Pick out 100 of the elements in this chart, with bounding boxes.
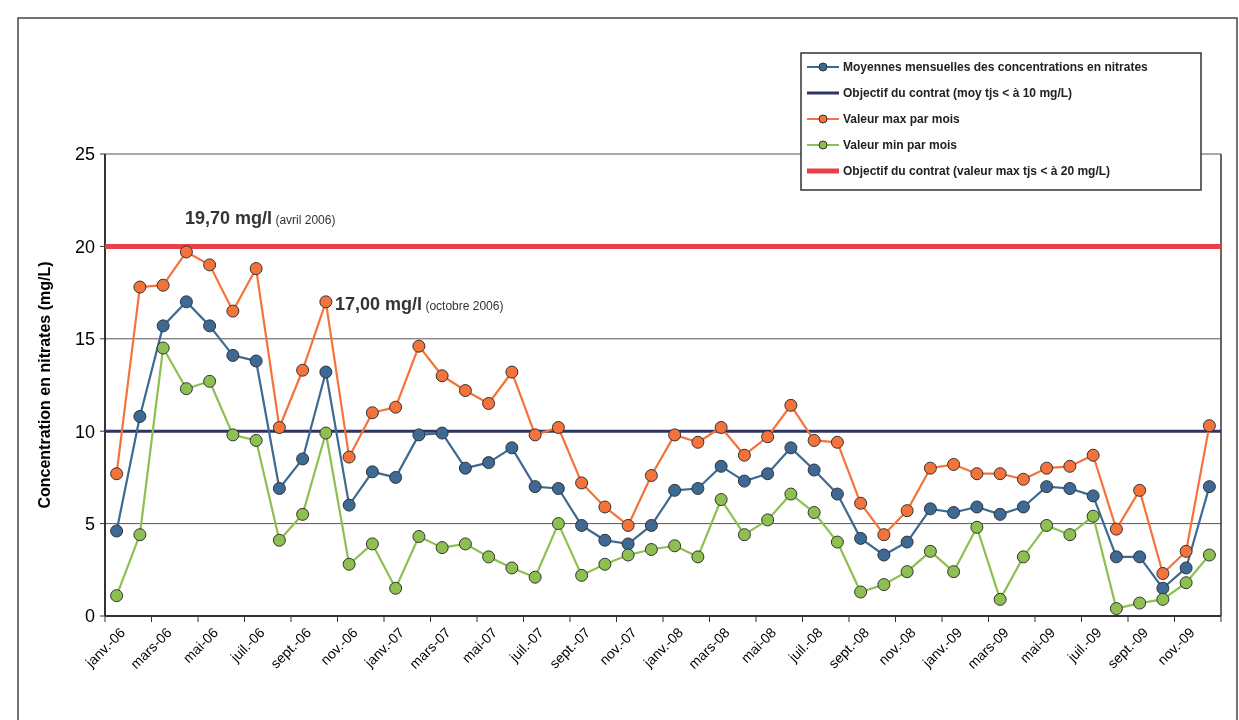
point	[319, 295, 333, 309]
point	[249, 433, 263, 447]
point	[1156, 581, 1170, 595]
point	[1133, 550, 1147, 564]
point	[1202, 548, 1216, 562]
point	[249, 354, 263, 368]
point	[551, 421, 565, 434]
point	[342, 450, 356, 464]
point	[807, 463, 821, 477]
point	[1086, 489, 1100, 503]
y-tick-label: 0	[84, 606, 95, 627]
point	[598, 557, 612, 571]
point	[272, 421, 286, 434]
point	[528, 570, 542, 584]
point	[830, 487, 844, 501]
point	[342, 498, 356, 512]
point	[1063, 459, 1077, 473]
point	[575, 476, 589, 490]
point	[900, 565, 914, 579]
point	[737, 474, 751, 488]
point	[365, 465, 379, 479]
point	[737, 528, 751, 542]
point	[644, 469, 658, 483]
point	[226, 428, 240, 442]
point	[668, 539, 682, 553]
point	[1109, 602, 1123, 616]
point	[575, 568, 589, 582]
point	[505, 441, 519, 455]
point	[1040, 518, 1054, 532]
point	[156, 341, 170, 355]
point	[528, 428, 542, 442]
point	[621, 548, 635, 562]
point	[319, 365, 333, 379]
point	[133, 280, 147, 294]
point	[691, 481, 705, 495]
point	[551, 481, 565, 495]
point	[854, 496, 868, 510]
point	[970, 500, 984, 514]
point	[1179, 544, 1193, 558]
point	[807, 506, 821, 520]
point	[1202, 419, 1216, 433]
point	[296, 507, 310, 521]
point	[412, 530, 426, 544]
point	[1156, 567, 1170, 580]
point	[598, 500, 612, 514]
y-axis-title: Concentration en nitrates (mg/L)	[36, 261, 53, 509]
point	[389, 470, 403, 484]
point	[435, 426, 449, 440]
point	[1133, 483, 1147, 497]
legend-label: Objectif du contrat (valeur max tjs < à 20 mg/L)	[843, 164, 1111, 179]
point	[1086, 448, 1100, 462]
annotation: 19,70 mg/l (avril 2006)	[185, 208, 336, 228]
point	[1109, 550, 1123, 564]
point	[1016, 472, 1030, 486]
point	[110, 524, 124, 538]
point	[993, 467, 1007, 481]
point	[691, 550, 705, 564]
point	[598, 533, 612, 547]
point	[575, 518, 589, 532]
point	[761, 430, 775, 444]
point	[923, 502, 937, 516]
point	[365, 406, 379, 420]
point	[830, 435, 844, 449]
point	[947, 565, 961, 579]
point	[947, 457, 961, 471]
point	[714, 493, 728, 507]
y-tick-label: 20	[74, 236, 95, 257]
y-tick-label: 25	[74, 144, 95, 165]
point	[830, 535, 844, 549]
point	[458, 384, 472, 398]
point	[900, 504, 914, 518]
point	[458, 461, 472, 475]
point	[923, 461, 937, 475]
point	[319, 426, 333, 440]
point	[970, 520, 984, 534]
point	[203, 319, 217, 333]
point	[761, 513, 775, 527]
point	[296, 452, 310, 466]
point	[993, 592, 1007, 606]
point	[1179, 576, 1193, 590]
y-tick-label: 15	[74, 329, 95, 350]
y-tick-label: 5	[84, 513, 95, 534]
point	[947, 506, 961, 520]
point	[877, 578, 891, 592]
point	[505, 365, 519, 379]
point	[179, 245, 193, 259]
point	[296, 363, 310, 377]
point	[854, 585, 868, 599]
point	[272, 533, 286, 547]
point	[691, 435, 705, 449]
y-tick-label: 10	[74, 421, 95, 442]
point	[528, 480, 542, 494]
point	[110, 589, 124, 603]
point	[1086, 509, 1100, 523]
point	[203, 258, 217, 272]
point	[1063, 481, 1077, 495]
point	[714, 459, 728, 473]
point	[133, 409, 147, 423]
point	[1063, 528, 1077, 542]
point	[342, 557, 356, 571]
